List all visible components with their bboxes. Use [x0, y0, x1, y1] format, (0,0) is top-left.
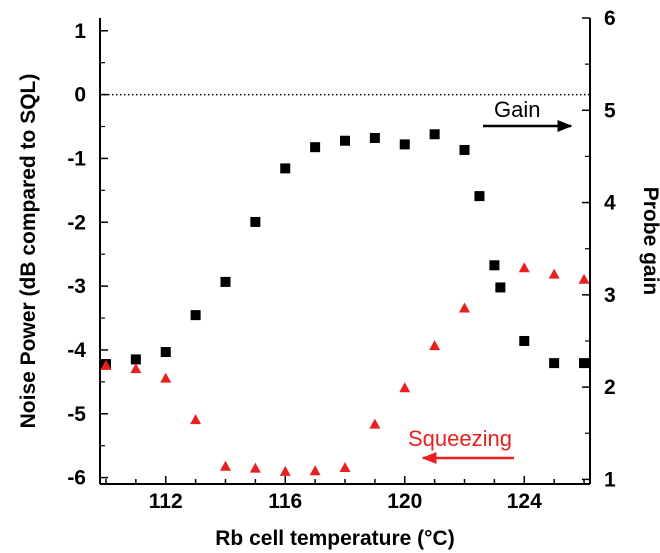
- y-left-tick-label: -3: [67, 275, 86, 298]
- ticks-layer: 112 116 120 124 1 0 -1 -2 -3 -4 -5 -6 1 2 3 4 5 6: [67, 7, 616, 513]
- x-tick-label: 120: [387, 490, 422, 513]
- squeezing-data-point: [249, 462, 261, 473]
- plot-frame: [99, 18, 591, 485]
- gain-data-point: [190, 310, 201, 321]
- x-tick-label: 116: [268, 490, 302, 513]
- gain-data-point: [130, 354, 141, 365]
- y-right-tick-label: 2: [604, 376, 616, 399]
- squeezing-data-point: [190, 414, 202, 425]
- squeezing-data-point: [339, 462, 351, 473]
- squeezing-data-point: [459, 302, 471, 313]
- y-left-tick-label: 0: [74, 84, 86, 107]
- y-axis-left-title: Noise Power (dB compared to SQL): [17, 74, 40, 429]
- x-tick-label: 124: [507, 490, 542, 513]
- gain-data-point: [549, 358, 560, 369]
- squeezing-data-point: [518, 262, 530, 273]
- annotation-layer: Gain Squeezing: [408, 97, 573, 464]
- gain-data-point: [489, 260, 500, 271]
- gain-data-point: [220, 276, 231, 287]
- gain-data-point: [429, 129, 440, 140]
- y-left-tick-label: -2: [67, 211, 86, 234]
- gain-data-point: [399, 139, 410, 150]
- squeezing-data-point: [100, 359, 112, 370]
- series-layer: [100, 129, 590, 476]
- gain-data-point: [160, 347, 171, 358]
- squeezing-data-point: [369, 418, 381, 429]
- squeezing-annotation-label: Squeezing: [408, 426, 512, 451]
- series-squeezing: [100, 262, 590, 476]
- squeezing-data-point: [399, 382, 411, 393]
- gain-data-point: [474, 191, 485, 202]
- y-left-tick-label: -6: [67, 467, 86, 490]
- gain-data-point: [310, 142, 321, 153]
- squeezing-data-point: [130, 363, 142, 374]
- gain-annotation-label: Gain: [494, 97, 540, 122]
- gain-data-point: [369, 132, 380, 143]
- gain-data-point: [459, 144, 470, 155]
- y-axis-right-title: Probe gain: [639, 187, 660, 296]
- y-left-tick-label: -1: [67, 147, 86, 170]
- x-tick-label: 112: [149, 490, 183, 513]
- squeezing-data-point: [578, 273, 590, 284]
- squeezing-data-point: [309, 465, 321, 476]
- squeezing-data-point: [548, 268, 560, 279]
- gain-data-point: [495, 282, 506, 293]
- gain-data-point: [280, 163, 291, 174]
- squeezing-data-point: [219, 460, 231, 471]
- y-right-tick-label: 5: [604, 99, 616, 122]
- gain-data-point: [250, 216, 261, 227]
- x-axis-title: Rb cell temperature (°C): [215, 527, 454, 550]
- y-left-tick-label: -4: [67, 339, 86, 362]
- squeezing-data-point: [429, 340, 441, 351]
- y-right-tick-label: 4: [604, 192, 616, 215]
- squeezing-data-point: [160, 372, 172, 383]
- squeezing-data-point: [279, 465, 291, 476]
- y-right-tick-label: 6: [604, 7, 616, 30]
- y-right-tick-label: 3: [604, 284, 616, 307]
- gain-data-point: [519, 335, 530, 346]
- y-left-tick-label: 1: [74, 20, 86, 43]
- y-left-tick-label: -5: [67, 403, 86, 426]
- gain-data-point: [579, 358, 590, 369]
- y-right-tick-label: 1: [604, 468, 616, 491]
- gain-data-point: [340, 135, 350, 146]
- series-gain: [100, 129, 590, 370]
